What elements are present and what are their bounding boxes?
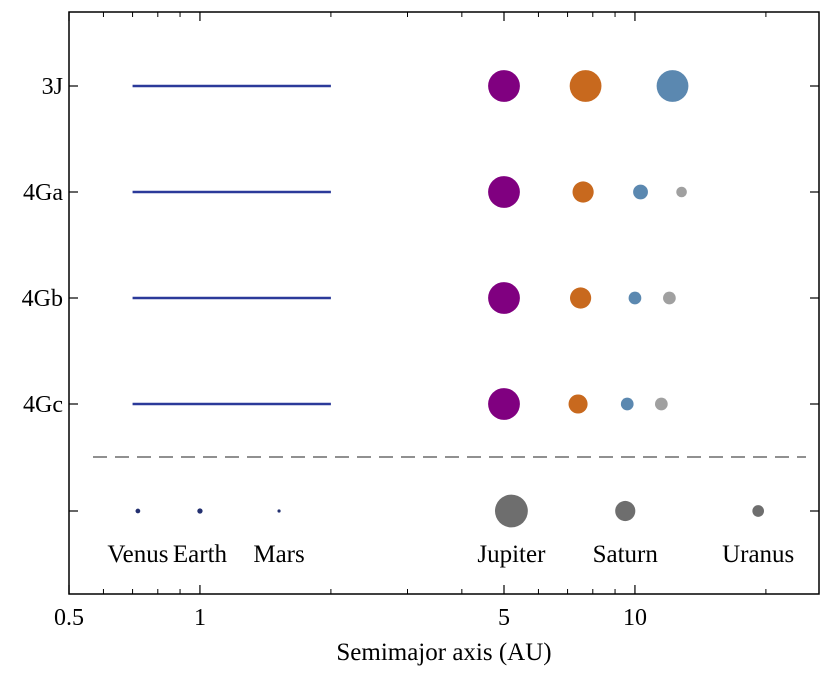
planet-point bbox=[488, 70, 520, 102]
planet-point bbox=[488, 176, 520, 208]
planet-point bbox=[676, 186, 687, 198]
planet-label-saturn: Saturn bbox=[593, 541, 659, 568]
planet-point bbox=[569, 287, 592, 309]
planet-saturn bbox=[615, 500, 636, 522]
planet-label-venus: Venus bbox=[107, 541, 168, 568]
planet-jupiter bbox=[494, 494, 528, 528]
giant-planets bbox=[488, 70, 689, 420]
planet-point bbox=[568, 394, 588, 414]
x-tick-labels: 0.5 1 5 10 bbox=[54, 605, 647, 631]
row-label-4gc: 4Gc bbox=[23, 392, 63, 418]
planet-point bbox=[488, 282, 520, 314]
planet-label-jupiter: Jupiter bbox=[477, 541, 546, 568]
planet-label-uranus: Uranus bbox=[722, 541, 794, 568]
planet-venus bbox=[135, 508, 141, 514]
planet-point bbox=[620, 397, 634, 411]
solar-system-planets bbox=[135, 494, 765, 528]
planet-label-mars: Mars bbox=[253, 541, 304, 568]
planet-earth bbox=[197, 508, 203, 514]
planet-point bbox=[654, 397, 668, 411]
row-label-4gb: 4Gb bbox=[22, 286, 63, 312]
x-tick-label: 1 bbox=[194, 605, 206, 631]
x-axis-ticks bbox=[68, 12, 767, 594]
planet-point bbox=[663, 291, 676, 305]
planet-point bbox=[656, 70, 689, 102]
row-label-4ga: 4Ga bbox=[23, 180, 63, 206]
row-label-3j: 3J bbox=[42, 74, 63, 100]
x-axis-title: Semimajor axis (AU) bbox=[336, 639, 551, 666]
planet-mars bbox=[277, 509, 281, 513]
planet-point bbox=[633, 184, 648, 200]
x-tick-label: 5 bbox=[498, 605, 510, 631]
terrestrial-disks bbox=[132, 84, 331, 406]
y-tick-labels: 3J 4Ga 4Gb 4Gc bbox=[22, 74, 64, 418]
x-tick-label: 0.5 bbox=[54, 605, 84, 631]
planet-point bbox=[569, 70, 602, 102]
planet-uranus bbox=[752, 505, 765, 517]
plot-frame bbox=[68, 11, 820, 595]
planet-point bbox=[488, 388, 520, 420]
x-tick-label: 10 bbox=[623, 605, 647, 631]
planet-point bbox=[628, 291, 642, 305]
solar-planet-labels: Venus Earth Mars Jupiter Saturn Uranus bbox=[107, 541, 794, 568]
planet-label-earth: Earth bbox=[173, 541, 228, 568]
planet-point bbox=[572, 181, 594, 203]
y-axis-ticks bbox=[69, 85, 819, 512]
